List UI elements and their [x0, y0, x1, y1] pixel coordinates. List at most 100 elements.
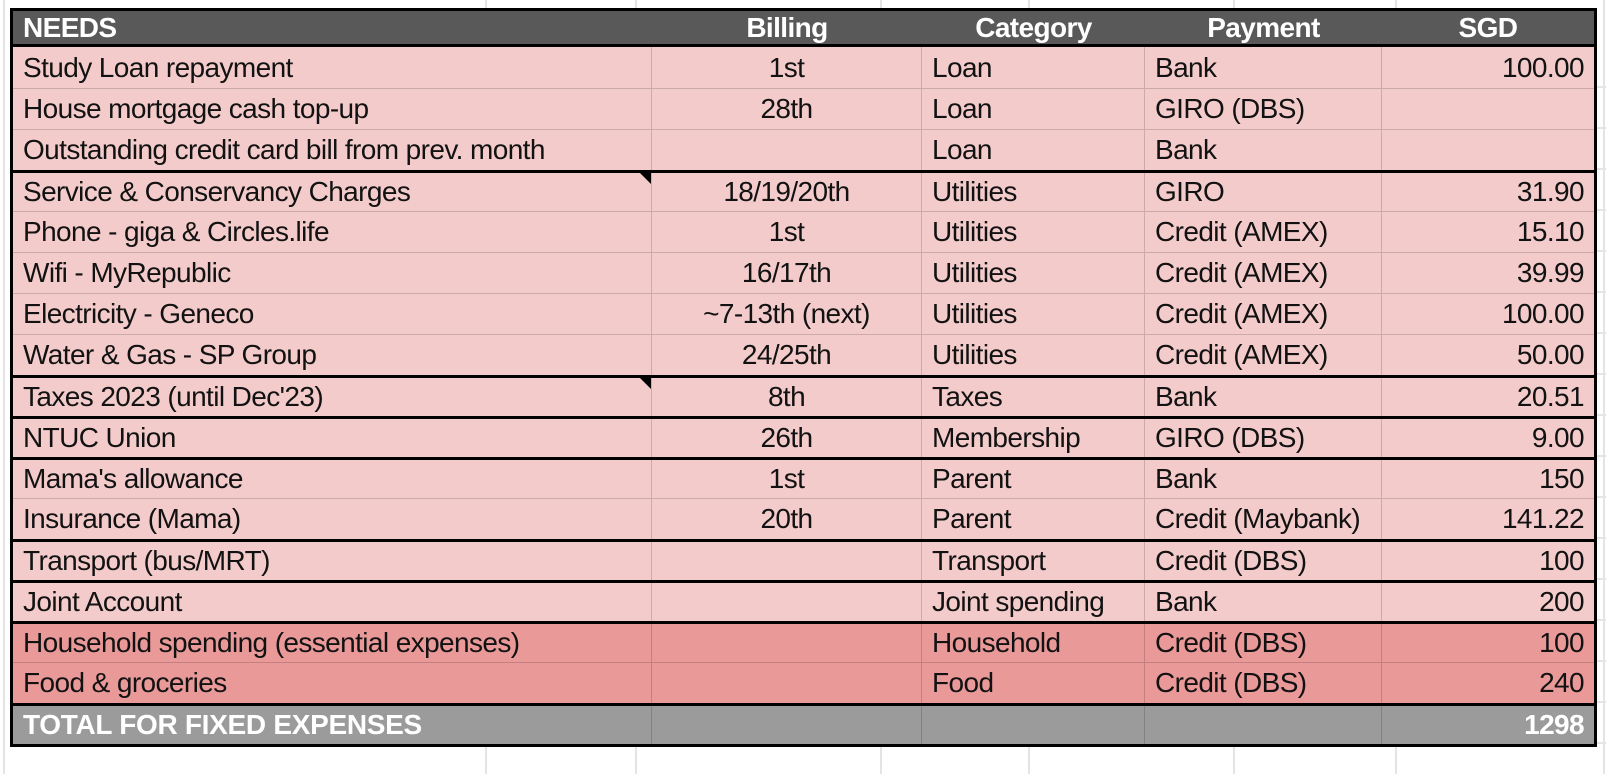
- needs-label: Household spending (essential expenses): [23, 627, 520, 658]
- column-header-needs[interactable]: NEEDS: [23, 11, 117, 43]
- cell-billing[interactable]: [652, 624, 922, 662]
- cell-sgd[interactable]: 39.99: [1516, 257, 1585, 288]
- cell-billing[interactable]: [652, 542, 922, 580]
- note-indicator-icon[interactable]: [640, 173, 651, 184]
- cell-sgd[interactable]: 100.00: [1501, 298, 1585, 329]
- cell-payment[interactable]: Credit (AMEX): [1145, 253, 1382, 293]
- cell-billing[interactable]: 8th: [652, 378, 922, 416]
- table-row: Taxes 2023 (until Dec'23) 8th Taxes Bank…: [13, 375, 1594, 416]
- cell-category[interactable]: Parent: [922, 460, 1145, 498]
- cell-needs[interactable]: Electricity - Geneco: [13, 294, 652, 334]
- cell-category[interactable]: Loan: [922, 89, 1145, 129]
- cell-payment[interactable]: Bank: [1145, 47, 1382, 88]
- cell-sgd[interactable]: 100: [1539, 627, 1585, 658]
- cell-billing[interactable]: 28th: [652, 89, 922, 129]
- cell-needs[interactable]: NTUC Union: [13, 419, 652, 457]
- cell-payment[interactable]: Credit (AMEX): [1145, 212, 1382, 252]
- total-billing-cell[interactable]: [652, 706, 922, 744]
- cell-sgd[interactable]: 141.22: [1501, 503, 1585, 534]
- column-header-category[interactable]: Category: [975, 11, 1092, 43]
- cell-needs[interactable]: House mortgage cash top-up: [13, 89, 652, 129]
- cell-needs[interactable]: Insurance (Mama): [13, 499, 652, 539]
- cell-sgd[interactable]: 31.90: [1516, 176, 1585, 207]
- cell-category[interactable]: Utilities: [922, 335, 1145, 375]
- cell-sgd[interactable]: 200: [1539, 586, 1585, 617]
- cell-needs[interactable]: Mama's allowance: [13, 460, 652, 498]
- cell-sgd[interactable]: 150: [1539, 463, 1585, 494]
- cell-needs[interactable]: Study Loan repayment: [13, 47, 652, 88]
- cell-category[interactable]: Parent: [922, 499, 1145, 539]
- total-category-cell[interactable]: [922, 706, 1145, 744]
- cell-payment[interactable]: Credit (DBS): [1145, 663, 1382, 703]
- cell-category[interactable]: Loan: [922, 47, 1145, 88]
- cell-category[interactable]: Taxes: [922, 378, 1145, 416]
- cell-billing[interactable]: 1st: [652, 460, 922, 498]
- total-payment-cell[interactable]: [1145, 706, 1382, 744]
- cell-sgd[interactable]: 15.10: [1516, 216, 1585, 247]
- cell-payment[interactable]: Bank: [1145, 378, 1382, 416]
- table-row: House mortgage cash top-up 28th Loan GIR…: [13, 88, 1594, 129]
- cell-needs[interactable]: Wifi - MyRepublic: [13, 253, 652, 293]
- cell-payment[interactable]: Bank: [1145, 583, 1382, 621]
- cell-category[interactable]: Membership: [922, 419, 1145, 457]
- column-header-billing[interactable]: Billing: [746, 11, 828, 43]
- cell-billing[interactable]: [652, 663, 922, 703]
- cell-needs[interactable]: Phone - giga & Circles.life: [13, 212, 652, 252]
- cell-billing[interactable]: 1st: [652, 212, 922, 252]
- cell-payment[interactable]: Credit (DBS): [1145, 542, 1382, 580]
- cell-needs[interactable]: Water & Gas - SP Group: [13, 335, 652, 375]
- cell-payment[interactable]: Bank: [1145, 460, 1382, 498]
- cell-sgd[interactable]: 9.00: [1531, 422, 1585, 453]
- table-row: Outstanding credit card bill from prev. …: [13, 129, 1594, 170]
- cell-needs[interactable]: Transport (bus/MRT): [13, 542, 652, 580]
- cell-payment[interactable]: Credit (DBS): [1145, 624, 1382, 662]
- cell-payment[interactable]: GIRO (DBS): [1145, 419, 1382, 457]
- cell-needs[interactable]: Household spending (essential expenses): [13, 624, 652, 662]
- cell-needs[interactable]: Joint Account: [13, 583, 652, 621]
- note-indicator-icon[interactable]: [640, 378, 651, 389]
- cell-sgd[interactable]: 50.00: [1516, 339, 1585, 370]
- column-header-payment[interactable]: Payment: [1207, 11, 1320, 43]
- cell-billing[interactable]: 1st: [652, 47, 922, 88]
- cell-billing[interactable]: 24/25th: [652, 335, 922, 375]
- cell-billing[interactable]: [652, 583, 922, 621]
- cell-sgd[interactable]: [1382, 130, 1594, 170]
- cell-payment[interactable]: Credit (Maybank): [1145, 499, 1382, 539]
- cell-payment[interactable]: Credit (AMEX): [1145, 335, 1382, 375]
- cell-sgd[interactable]: [1382, 89, 1594, 129]
- column-header-sgd[interactable]: SGD: [1458, 11, 1518, 43]
- cell-needs[interactable]: Taxes 2023 (until Dec'23): [13, 378, 652, 416]
- cell-payment[interactable]: GIRO: [1145, 173, 1382, 211]
- cell-billing[interactable]: 20th: [652, 499, 922, 539]
- cell-category[interactable]: Household: [922, 624, 1145, 662]
- cell-category[interactable]: Transport: [922, 542, 1145, 580]
- total-label-cell[interactable]: TOTAL FOR FIXED EXPENSES: [13, 706, 652, 744]
- cell-category[interactable]: Utilities: [922, 253, 1145, 293]
- cell-category[interactable]: Joint spending: [922, 583, 1145, 621]
- cell-sgd[interactable]: 100.00: [1501, 51, 1585, 83]
- cell-needs[interactable]: Service & Conservancy Charges: [13, 173, 652, 211]
- cell-needs[interactable]: Outstanding credit card bill from prev. …: [13, 130, 652, 170]
- cell-billing[interactable]: ~7-13th (next): [652, 294, 922, 334]
- cell-category[interactable]: Food: [922, 663, 1145, 703]
- cell-category[interactable]: Utilities: [922, 294, 1145, 334]
- cell-billing[interactable]: 16/17th: [652, 253, 922, 293]
- cell-billing[interactable]: 18/19/20th: [652, 173, 922, 211]
- table-row: Service & Conservancy Charges 18/19/20th…: [13, 170, 1594, 211]
- cell-payment[interactable]: Credit (AMEX): [1145, 294, 1382, 334]
- cell-needs[interactable]: Food & groceries: [13, 663, 652, 703]
- total-sgd-cell[interactable]: 1298: [1524, 709, 1584, 740]
- cell-payment[interactable]: GIRO (DBS): [1145, 89, 1382, 129]
- cell-category[interactable]: Utilities: [922, 212, 1145, 252]
- fixed-expenses-table: NEEDS Billing Category Payment SGD Study…: [10, 8, 1597, 747]
- cell-sgd[interactable]: 20.51: [1516, 381, 1585, 412]
- cell-sgd[interactable]: 240: [1539, 667, 1585, 698]
- cell-category[interactable]: Loan: [922, 130, 1145, 170]
- cell-category[interactable]: Utilities: [922, 173, 1145, 211]
- needs-label: Service & Conservancy Charges: [23, 176, 411, 207]
- needs-label: Water & Gas - SP Group: [23, 339, 317, 370]
- cell-billing[interactable]: 26th: [652, 419, 922, 457]
- cell-payment[interactable]: Bank: [1145, 130, 1382, 170]
- cell-sgd[interactable]: 100: [1539, 545, 1585, 576]
- cell-billing[interactable]: [652, 130, 922, 170]
